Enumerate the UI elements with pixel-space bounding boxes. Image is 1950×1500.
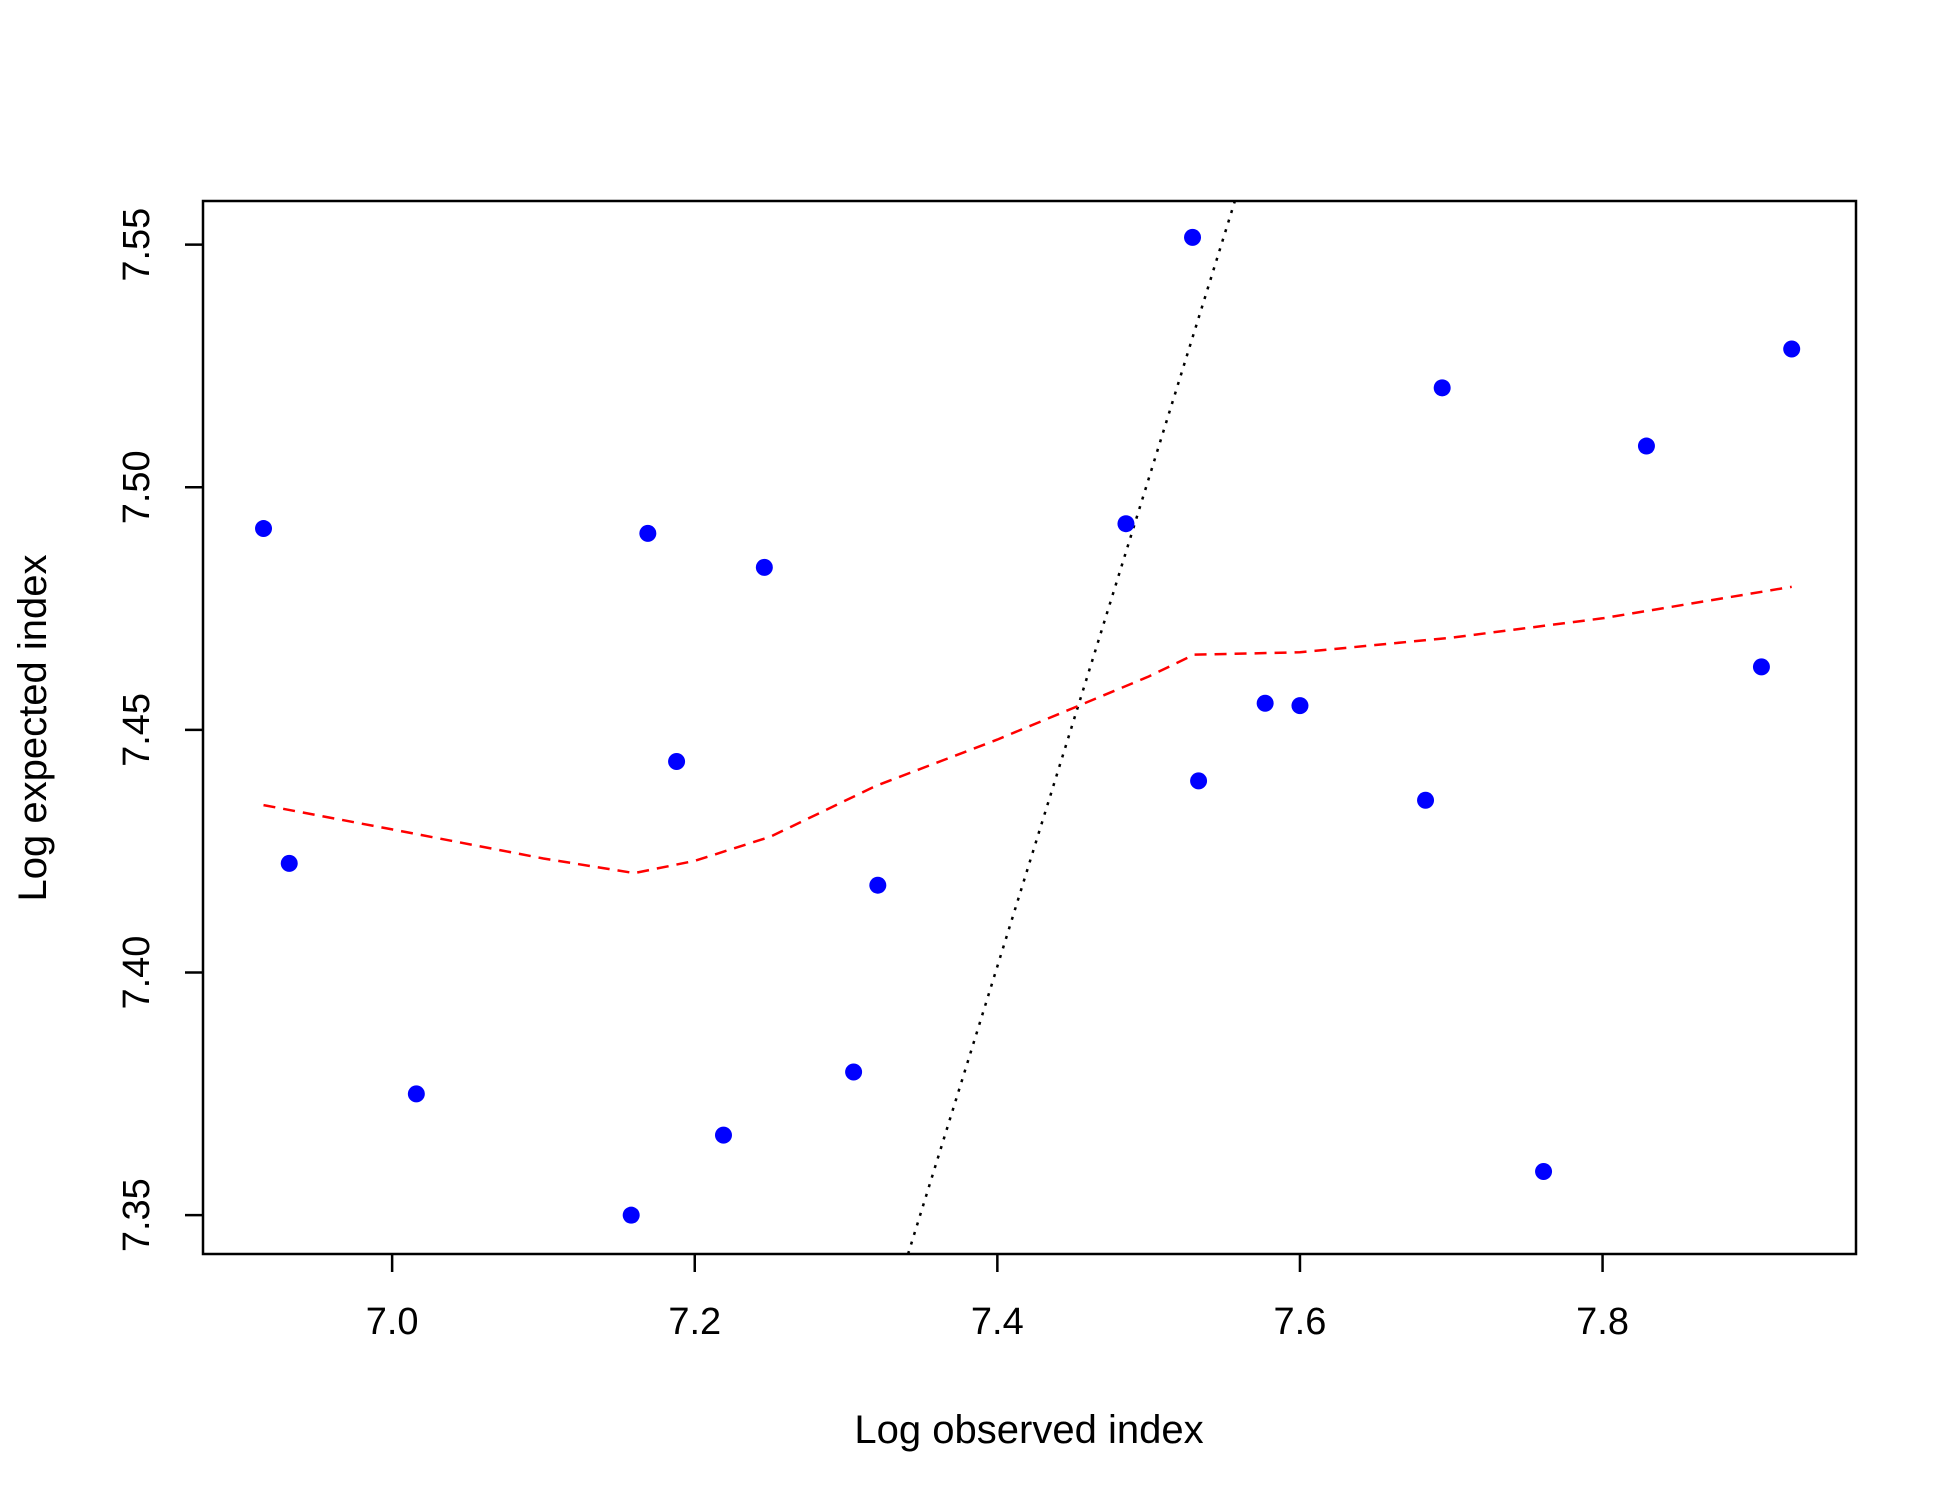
y-tick-label: 7.50 xyxy=(116,450,158,524)
x-tick-label: 7.4 xyxy=(971,1301,1024,1343)
data-point xyxy=(1752,658,1770,676)
data-point xyxy=(280,854,298,872)
x-tick-label: 7.6 xyxy=(1274,1301,1327,1343)
smooth-trend-line xyxy=(263,585,1792,875)
x-tick-label: 7.0 xyxy=(366,1301,419,1343)
data-point xyxy=(255,520,273,538)
data-point xyxy=(1291,697,1309,715)
y-tick-label: 7.40 xyxy=(116,936,158,1010)
data-point xyxy=(1190,772,1208,790)
data-point xyxy=(1184,228,1202,246)
data-point xyxy=(1637,437,1655,455)
data-point xyxy=(845,1063,863,1081)
data-point xyxy=(1256,694,1274,712)
data-point xyxy=(755,558,773,576)
data-point xyxy=(1117,515,1135,533)
plot-lines xyxy=(263,200,1792,1255)
data-point xyxy=(1535,1163,1553,1181)
data-point xyxy=(714,1126,732,1144)
data-points xyxy=(255,228,1801,1224)
x-tick-label: 7.8 xyxy=(1576,1301,1629,1343)
data-point xyxy=(1417,791,1435,809)
y-axis-label: Log expected index xyxy=(11,555,55,902)
data-point xyxy=(622,1206,640,1224)
axis-ticks: 7.0 7.2 7.4 7.6 7.8 7.35 7.40 7.45 7.50 7.55 xyxy=(116,208,1629,1343)
plot-frame xyxy=(201,199,1858,1256)
data-point xyxy=(639,524,657,542)
y-tick-label: 7.45 xyxy=(116,693,158,767)
reference-line xyxy=(906,200,1237,1255)
data-point xyxy=(407,1085,425,1103)
x-axis-label: Log observed index xyxy=(854,1408,1203,1452)
data-point xyxy=(1433,379,1451,397)
data-point xyxy=(869,876,887,894)
data-point xyxy=(668,752,686,770)
y-tick-label: 7.35 xyxy=(116,1178,158,1252)
data-point xyxy=(1783,340,1801,358)
y-tick-label: 7.55 xyxy=(116,208,158,282)
x-tick-label: 7.2 xyxy=(668,1301,721,1343)
